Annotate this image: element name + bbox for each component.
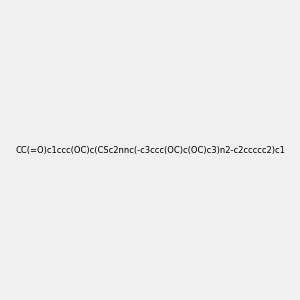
Text: CC(=O)c1ccc(OC)c(CSc2nnc(-c3ccc(OC)c(OC)c3)n2-c2ccccc2)c1: CC(=O)c1ccc(OC)c(CSc2nnc(-c3ccc(OC)c(OC)… (15, 146, 285, 154)
